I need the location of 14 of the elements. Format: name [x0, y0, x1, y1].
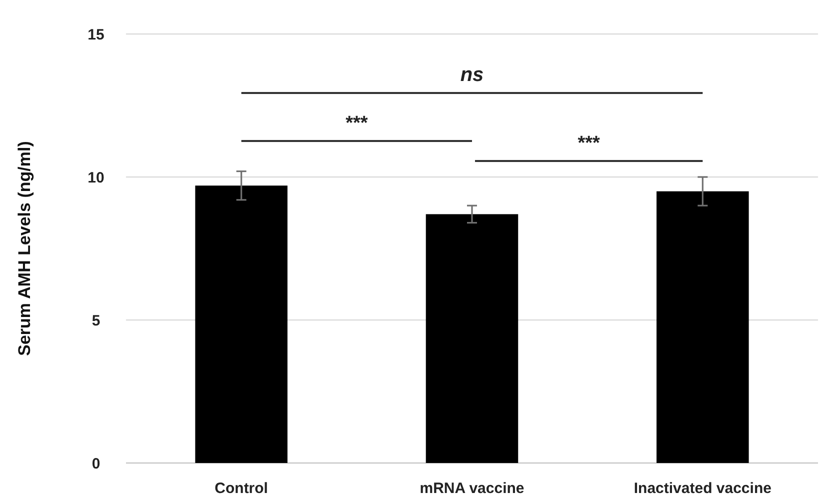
y-tick-label: 10 — [88, 169, 104, 186]
bar — [656, 191, 749, 463]
y-tick-label: 5 — [92, 312, 100, 330]
x-tick-label: Control — [214, 480, 268, 497]
annotation: *** — [578, 133, 601, 154]
bar — [195, 186, 288, 463]
annotation: ns — [460, 64, 484, 86]
y-tick-label: 0 — [92, 455, 100, 472]
x-tick-label: mRNA vaccine — [420, 480, 524, 497]
y-axis-title: Serum AMH Levels (ng/ml) — [15, 141, 34, 356]
x-tick-label: Inactivated vaccine — [634, 480, 772, 497]
bar — [426, 214, 518, 463]
annotation: *** — [346, 113, 368, 134]
y-tick-label: 15 — [88, 26, 104, 44]
